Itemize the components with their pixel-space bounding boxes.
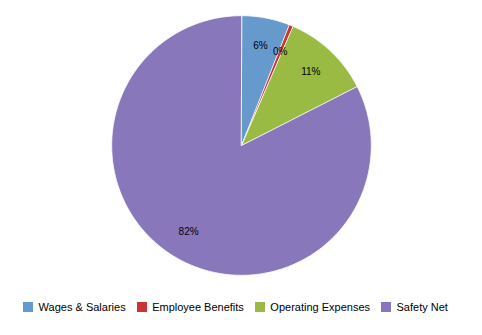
- svg-text:82%: 82%: [179, 226, 199, 237]
- svg-text:11%: 11%: [301, 66, 320, 77]
- html-text:Safety Net: Safety Net: [396, 300, 448, 313]
- svg-text:6%: 6%: [253, 40, 268, 51]
- html-text:Operating Expenses: Operating Expenses: [270, 300, 370, 313]
- html-text:Employee Benefits: Employee Benefits: [152, 300, 244, 313]
- svg-text:0%: 0%: [273, 46, 288, 57]
- html-text:Wages & Salaries: Wages & Salaries: [38, 300, 126, 313]
